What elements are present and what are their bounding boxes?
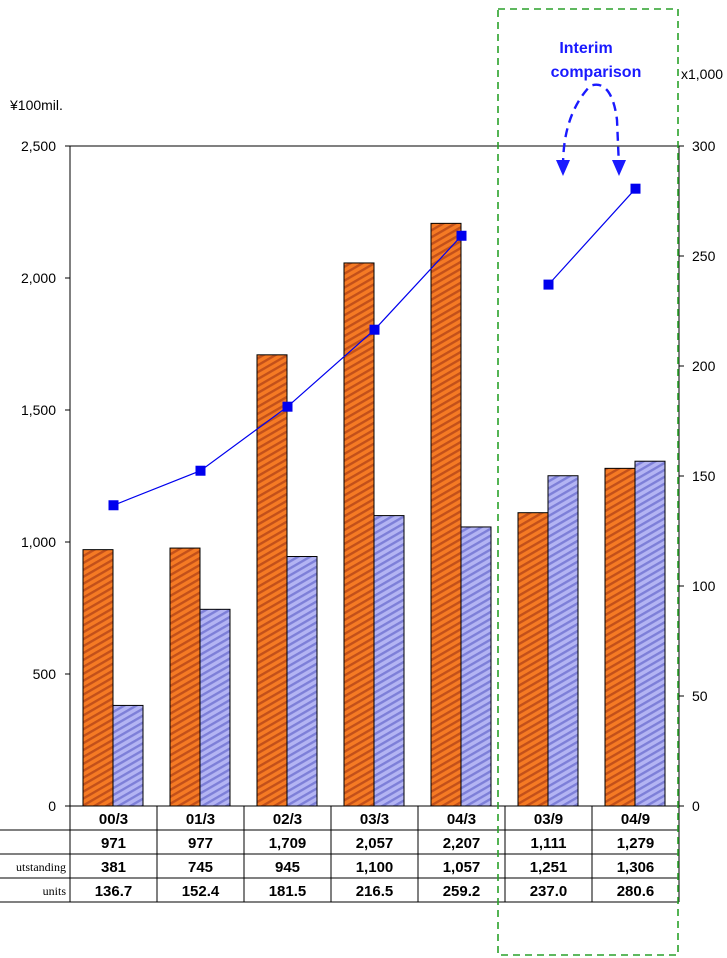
bar-series-1-bar [343, 262, 375, 807]
table-cell: 945 [275, 859, 300, 876]
bar-series-1-bar [256, 354, 288, 807]
table-cell: 2,057 [356, 835, 394, 852]
bar-series-2-bar [373, 515, 405, 807]
table-cell: 136.7 [95, 883, 133, 900]
arrowhead-right-icon [612, 160, 626, 176]
line-series-marker [456, 230, 467, 241]
line-series-marker [543, 279, 554, 290]
table-cell: 181.5 [269, 883, 307, 900]
bar-series [82, 222, 666, 807]
category-label: 04/9 [621, 811, 650, 828]
bar-series-2-bar [547, 475, 579, 807]
line-series [108, 183, 641, 511]
bar-series-1-bar [517, 512, 549, 807]
annotation-line-1: Interim [559, 40, 612, 57]
bar-series-1-bar [82, 549, 114, 807]
table-cell: 1,251 [530, 859, 568, 876]
line-series-marker [630, 183, 641, 194]
left-tick-label: 0 [48, 798, 56, 814]
right-axis-unit-label: x1,000 [681, 66, 723, 82]
table-row-label: utstanding [16, 860, 66, 874]
annotation-arrow [561, 83, 621, 168]
table-cell: 1,111 [531, 835, 567, 852]
bar-series-1-bar [604, 467, 636, 807]
left-tick-label: 1,500 [21, 402, 56, 418]
table-cell: 977 [188, 835, 213, 852]
right-axis: 0 50 100 150 200 250 300 [679, 138, 716, 814]
category-label: 03/9 [534, 811, 563, 828]
bar-series-1-bar [169, 547, 201, 807]
bar-series-2-bar [460, 526, 492, 807]
table-cell: 971 [101, 835, 126, 852]
table-cell: 259.2 [443, 883, 481, 900]
bar-series-2-bar [199, 608, 231, 807]
left-tick-label: 2,500 [21, 138, 56, 154]
category-label: 03/3 [360, 811, 389, 828]
right-tick-label: 300 [692, 138, 716, 154]
table-cell: 2,207 [443, 835, 481, 852]
table-cell: 216.5 [356, 883, 394, 900]
bar-series-2-bar [112, 704, 144, 807]
left-axis-unit-label: ¥100mil. [9, 97, 63, 113]
table-cell: 745 [188, 859, 213, 876]
left-axis: 0 500 1,000 1,500 2,000 2,500 [21, 138, 70, 814]
category-label: 02/3 [273, 811, 302, 828]
arrowhead-left-icon [556, 160, 570, 176]
category-label: 04/3 [447, 811, 476, 828]
category-label: 00/3 [99, 811, 128, 828]
table-cell: 280.6 [617, 883, 655, 900]
table-cell: 1,709 [269, 835, 307, 852]
left-tick-label: 2,000 [21, 270, 56, 286]
right-tick-label: 250 [692, 248, 716, 264]
table-cell: 1,306 [617, 859, 655, 876]
table-row-label: units [43, 884, 67, 898]
annotation-line-2: comparison [551, 64, 642, 81]
right-tick-label: 200 [692, 358, 716, 374]
right-tick-label: 50 [692, 688, 708, 704]
left-tick-label: 1,000 [21, 534, 56, 550]
table-cell: 1,279 [617, 835, 655, 852]
data-table: 00/3 01/3 02/3 03/3 04/3 03/9 04/9 971 977 1,709 2… [0, 805, 680, 903]
bar-series-2-bar [286, 556, 318, 807]
table-cell: 1,057 [443, 859, 481, 876]
table-cell: 237.0 [530, 883, 568, 900]
line-series-marker [195, 465, 206, 476]
line-series-segment [548, 188, 636, 286]
right-tick-label: 100 [692, 578, 716, 594]
line-series-marker [369, 324, 380, 335]
table-cell: 152.4 [182, 883, 220, 900]
line-series-marker [282, 401, 293, 412]
bar-series-1-bar [430, 222, 462, 807]
line-series-marker [108, 500, 119, 511]
category-label: 01/3 [186, 811, 215, 828]
interim-highlight-box [497, 8, 679, 956]
table-cell: 381 [101, 859, 126, 876]
right-tick-label: 0 [692, 798, 700, 814]
bar-series-2-bar [634, 460, 666, 807]
right-tick-label: 150 [692, 468, 716, 484]
table-cell: 1,100 [356, 859, 394, 876]
left-tick-label: 500 [33, 666, 57, 682]
